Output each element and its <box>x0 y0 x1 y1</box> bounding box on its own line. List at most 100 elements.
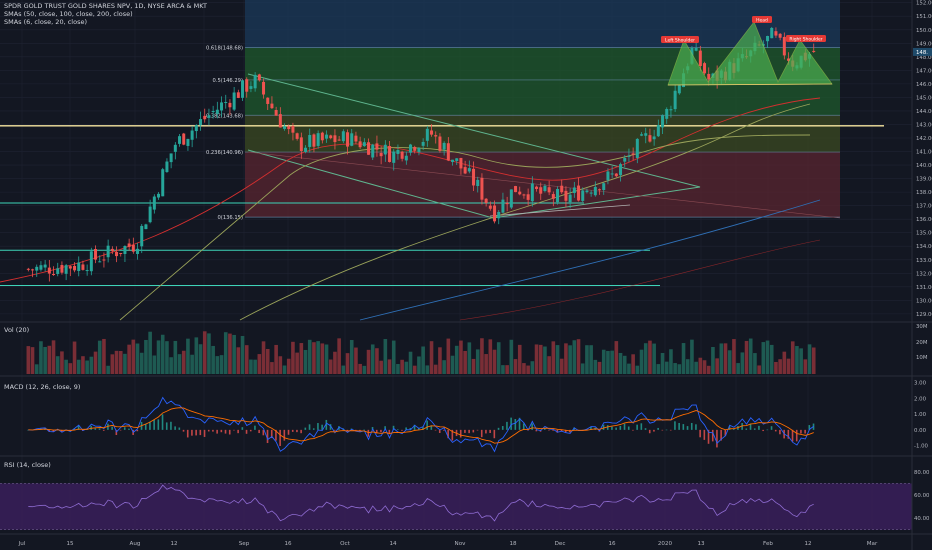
volume-bar <box>156 340 161 374</box>
candle-body <box>283 126 287 129</box>
macd-histogram-bar <box>518 417 521 430</box>
candle-body <box>417 147 421 152</box>
macd-histogram-bar <box>560 429 563 432</box>
macd-histogram-bar <box>779 429 781 435</box>
current-price-label: 148. <box>916 50 928 56</box>
candle-body <box>493 205 497 222</box>
study-sma-short[interactable]: SMAs (6, close, 20, close) <box>4 18 87 27</box>
macd-histogram-bar <box>795 429 798 442</box>
volume-bar <box>543 346 547 374</box>
fibonacci-retracement[interactable]: 1(152.49)0.618(148.68)0.5(146.29)0.382(1… <box>206 0 840 221</box>
macd-histogram-bar <box>640 423 643 430</box>
macd-histogram-bar <box>506 421 508 430</box>
volume-bar <box>76 359 81 374</box>
macd-histogram-bar <box>107 423 109 430</box>
macd-histogram-bar <box>317 423 319 430</box>
candle-body <box>598 189 602 191</box>
volume-bar <box>555 345 560 374</box>
study-sma-long[interactable]: SMAs (50, close, 100, close, 200, close) <box>4 10 133 19</box>
volume-bar <box>778 359 782 374</box>
time-tick-label: Sep <box>239 541 250 547</box>
current-price-marker <box>913 47 932 56</box>
volume-bar <box>648 340 652 374</box>
volume-bar <box>564 343 568 374</box>
volume-bar <box>492 349 497 374</box>
macd-line <box>28 396 814 453</box>
rsi-pane-title[interactable]: RSI (14, close) <box>4 461 51 469</box>
time-axis[interactable]: Jul 15 Aug 12 Sep 16 Oct 14 Nov 18 Dec 16 2020 13 Feb 1… <box>18 541 878 547</box>
head-and-shoulders-pattern[interactable]: Left Shoulder Head Right Shoulder <box>661 16 833 86</box>
volume-bar <box>139 352 144 374</box>
candle-body <box>199 119 203 126</box>
volume-bar <box>404 361 409 374</box>
volume-bar <box>81 356 85 374</box>
symbol-title[interactable]: SPDR GOLD TRUST GOLD SHARES NPV, 1D, NYS… <box>4 2 207 10</box>
volume-pane-title[interactable]: Vol (20) <box>4 326 30 334</box>
macd-histogram-bar <box>590 426 592 430</box>
candle-body <box>476 179 480 187</box>
volume-bar <box>690 339 694 374</box>
macd-histogram-bar <box>149 421 151 430</box>
price-tick-label: 146.00 <box>916 82 932 88</box>
macd-histogram-bar <box>695 424 697 430</box>
macd-histogram-bar <box>157 419 160 430</box>
chart-legend: SPDR GOLD TRUST GOLD SHARES NPV, 1D, NYS… <box>4 2 207 27</box>
price-tick-label: 129.00 <box>916 312 932 318</box>
volume-bar <box>131 339 136 374</box>
volume-bar <box>509 339 514 374</box>
macd-histogram-bar <box>665 429 668 431</box>
macd-tick-label: 1.00 <box>914 412 927 418</box>
volume-bar <box>765 340 770 374</box>
candle-body <box>77 262 81 271</box>
macd-histogram-bar <box>136 429 139 432</box>
macd-histogram-bar <box>447 429 449 439</box>
macd-histogram-bar <box>804 429 806 434</box>
macd-histogram-bar <box>657 427 659 430</box>
macd-histogram-bar <box>724 429 727 436</box>
macd-histogram-bar <box>119 429 122 431</box>
macd-pane-title[interactable]: MACD (12, 26, close, 9) <box>4 383 81 391</box>
fib-level-label: 0.618(148.68) <box>206 46 243 52</box>
macd-histogram-bar <box>522 423 525 430</box>
candle-body <box>404 155 408 161</box>
volume-bar <box>496 342 501 374</box>
volume-bar <box>753 353 757 374</box>
macd-histogram-bar <box>123 427 126 430</box>
volume-bar <box>26 346 31 374</box>
volume-bar <box>144 339 148 374</box>
volume-bar <box>190 354 194 374</box>
macd-histogram-bar <box>287 429 290 435</box>
macd-histogram-bar <box>510 417 512 430</box>
fib-level-label: 0.382(143.68) <box>206 113 243 119</box>
price-tick-label: 134.00 <box>916 244 932 250</box>
rsi-indicator <box>0 483 912 530</box>
macd-histogram-bar <box>808 425 811 430</box>
volume-bar <box>425 365 430 374</box>
volume-bar <box>417 356 421 374</box>
candle-body <box>610 173 614 175</box>
price-axis[interactable]: 152.00 151.00 150.00 149.00 148.00 147.00 146.… <box>913 1 932 522</box>
candle-body <box>232 92 236 110</box>
macd-histogram-bar <box>728 426 731 430</box>
macd-histogram-bar <box>493 429 496 439</box>
volume-bar <box>391 340 396 374</box>
macd-histogram-bar <box>60 429 63 432</box>
macd-histogram-bar <box>653 429 655 432</box>
macd-histogram-bar <box>233 429 235 431</box>
volume-bar <box>295 352 299 374</box>
macd-histogram-bar <box>627 426 630 430</box>
macd-histogram-bar <box>77 425 80 430</box>
candle-body <box>774 31 778 36</box>
volume-bar <box>421 346 425 374</box>
candle-body <box>106 245 110 258</box>
candle-body <box>190 130 194 140</box>
candle-body <box>467 168 471 172</box>
macd-histogram-bar <box>296 429 298 433</box>
volume-bar <box>408 351 413 374</box>
macd-histogram-bar <box>409 428 412 430</box>
candle-body <box>123 245 127 254</box>
volume-tick-label: 20M <box>916 340 928 346</box>
candle-body <box>274 109 278 116</box>
macd-histogram-bar <box>426 420 428 430</box>
